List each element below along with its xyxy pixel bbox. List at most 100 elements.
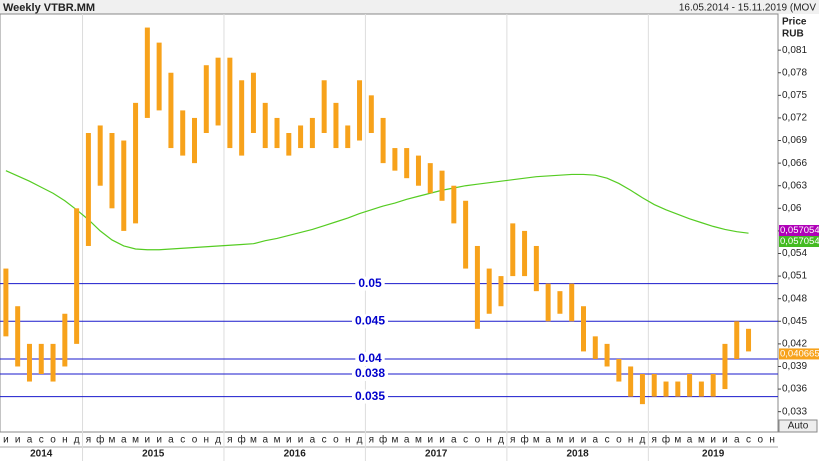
candle xyxy=(62,313,68,367)
x-tick-label: ф xyxy=(520,434,528,446)
x-tick-label: а xyxy=(121,435,127,446)
year-label: 2016 xyxy=(284,449,307,460)
candle xyxy=(239,80,245,156)
candle xyxy=(651,374,657,397)
x-tick-label: д xyxy=(498,435,504,446)
x-tick-label: ф xyxy=(379,434,387,446)
year-label: 2015 xyxy=(142,449,165,460)
level-label-bg xyxy=(351,314,389,329)
candle xyxy=(168,72,174,149)
x-tick-label: а xyxy=(734,435,740,446)
y-tick-label: 0,072 xyxy=(782,113,807,124)
x-tick-label: а xyxy=(404,435,410,446)
candle xyxy=(392,148,398,171)
candle xyxy=(74,208,80,344)
candle xyxy=(262,102,268,149)
candle xyxy=(227,57,233,149)
candle xyxy=(557,291,563,314)
candle xyxy=(734,321,740,359)
y-tick-label: 0,042 xyxy=(782,339,807,350)
x-tick-label: я xyxy=(652,435,657,446)
candle xyxy=(451,185,457,224)
y-tick-label: 0,054 xyxy=(782,248,807,259)
x-tick-label: и xyxy=(581,435,587,446)
x-tick-label: м xyxy=(674,435,681,446)
x-tick-label: и xyxy=(439,435,445,446)
candle xyxy=(533,245,539,292)
candle xyxy=(26,343,32,382)
x-tick-label: ф xyxy=(96,434,104,446)
x-tick-label: я xyxy=(369,435,374,446)
x-tick-label: с xyxy=(180,435,185,446)
candle xyxy=(746,328,752,352)
candle xyxy=(569,283,575,322)
x-tick-label: д xyxy=(640,435,646,446)
candle xyxy=(192,117,197,164)
x-tick-label: а xyxy=(310,435,316,446)
candle xyxy=(368,95,374,133)
candle xyxy=(298,125,304,149)
y-tick-label: 0,078 xyxy=(782,67,807,78)
year-label: 2019 xyxy=(702,449,725,460)
x-tick-label: с xyxy=(463,435,468,446)
candle xyxy=(144,27,150,118)
chart-subtitle: 16.05.2014 - 15.11.2019 (MOV xyxy=(679,3,816,14)
x-tick-label: о xyxy=(475,435,481,446)
candle xyxy=(427,163,433,194)
x-tick-label: и xyxy=(145,435,151,446)
candle xyxy=(639,374,645,405)
x-tick-label: о xyxy=(616,435,622,446)
x-tick-label: м xyxy=(132,435,139,446)
candle xyxy=(415,155,421,186)
candle xyxy=(38,343,44,375)
x-tick-label: м xyxy=(533,435,540,446)
level-label: 0.035 xyxy=(355,389,385,403)
x-tick-label: м xyxy=(698,435,705,446)
x-tick-label: и xyxy=(298,435,304,446)
candle xyxy=(250,72,256,133)
x-tick-label: н xyxy=(62,435,68,446)
candle xyxy=(50,343,56,382)
level-label-bg xyxy=(351,389,389,404)
y-tick-label: 0,063 xyxy=(782,180,807,191)
auto-button-label[interactable]: Auto xyxy=(788,421,809,432)
x-tick-label: и xyxy=(3,435,9,446)
candle xyxy=(592,336,598,359)
y-tick-label: 0,039 xyxy=(782,361,807,372)
x-tick-label: ф xyxy=(238,434,246,446)
candle xyxy=(439,170,445,201)
moving-average xyxy=(5,170,749,251)
x-tick-label: и xyxy=(427,435,433,446)
x-tick-label: а xyxy=(27,435,33,446)
candle xyxy=(333,102,339,149)
candle xyxy=(463,200,469,269)
y-tick-label: 0,075 xyxy=(782,90,807,101)
x-tick-label: ф xyxy=(662,434,670,446)
auto-button[interactable] xyxy=(778,419,818,433)
y-tick-label: 0,036 xyxy=(782,384,807,395)
candle xyxy=(687,374,693,397)
level-label-bg xyxy=(355,351,385,366)
candle xyxy=(3,268,9,337)
candle xyxy=(616,358,622,382)
x-tick-label: и xyxy=(722,435,728,446)
candle xyxy=(274,117,280,149)
x-tick-label: н xyxy=(486,435,492,446)
candle xyxy=(109,132,115,209)
candle xyxy=(510,223,516,277)
y-tick-label: 0,048 xyxy=(782,293,807,304)
candle xyxy=(581,306,586,352)
y-unit: RUB xyxy=(782,29,804,40)
price-tag-label: 0,040665 xyxy=(780,348,819,359)
x-tick-label: м xyxy=(556,435,563,446)
year-label: 2018 xyxy=(566,449,589,460)
price-tag-label: 0,057054 xyxy=(780,236,819,247)
x-tick-label: а xyxy=(262,435,268,446)
candle xyxy=(203,65,209,133)
candle xyxy=(97,125,103,186)
candle xyxy=(628,366,634,397)
x-tick-label: н xyxy=(204,435,210,446)
candle xyxy=(321,80,327,133)
level-label-bg xyxy=(351,367,389,382)
